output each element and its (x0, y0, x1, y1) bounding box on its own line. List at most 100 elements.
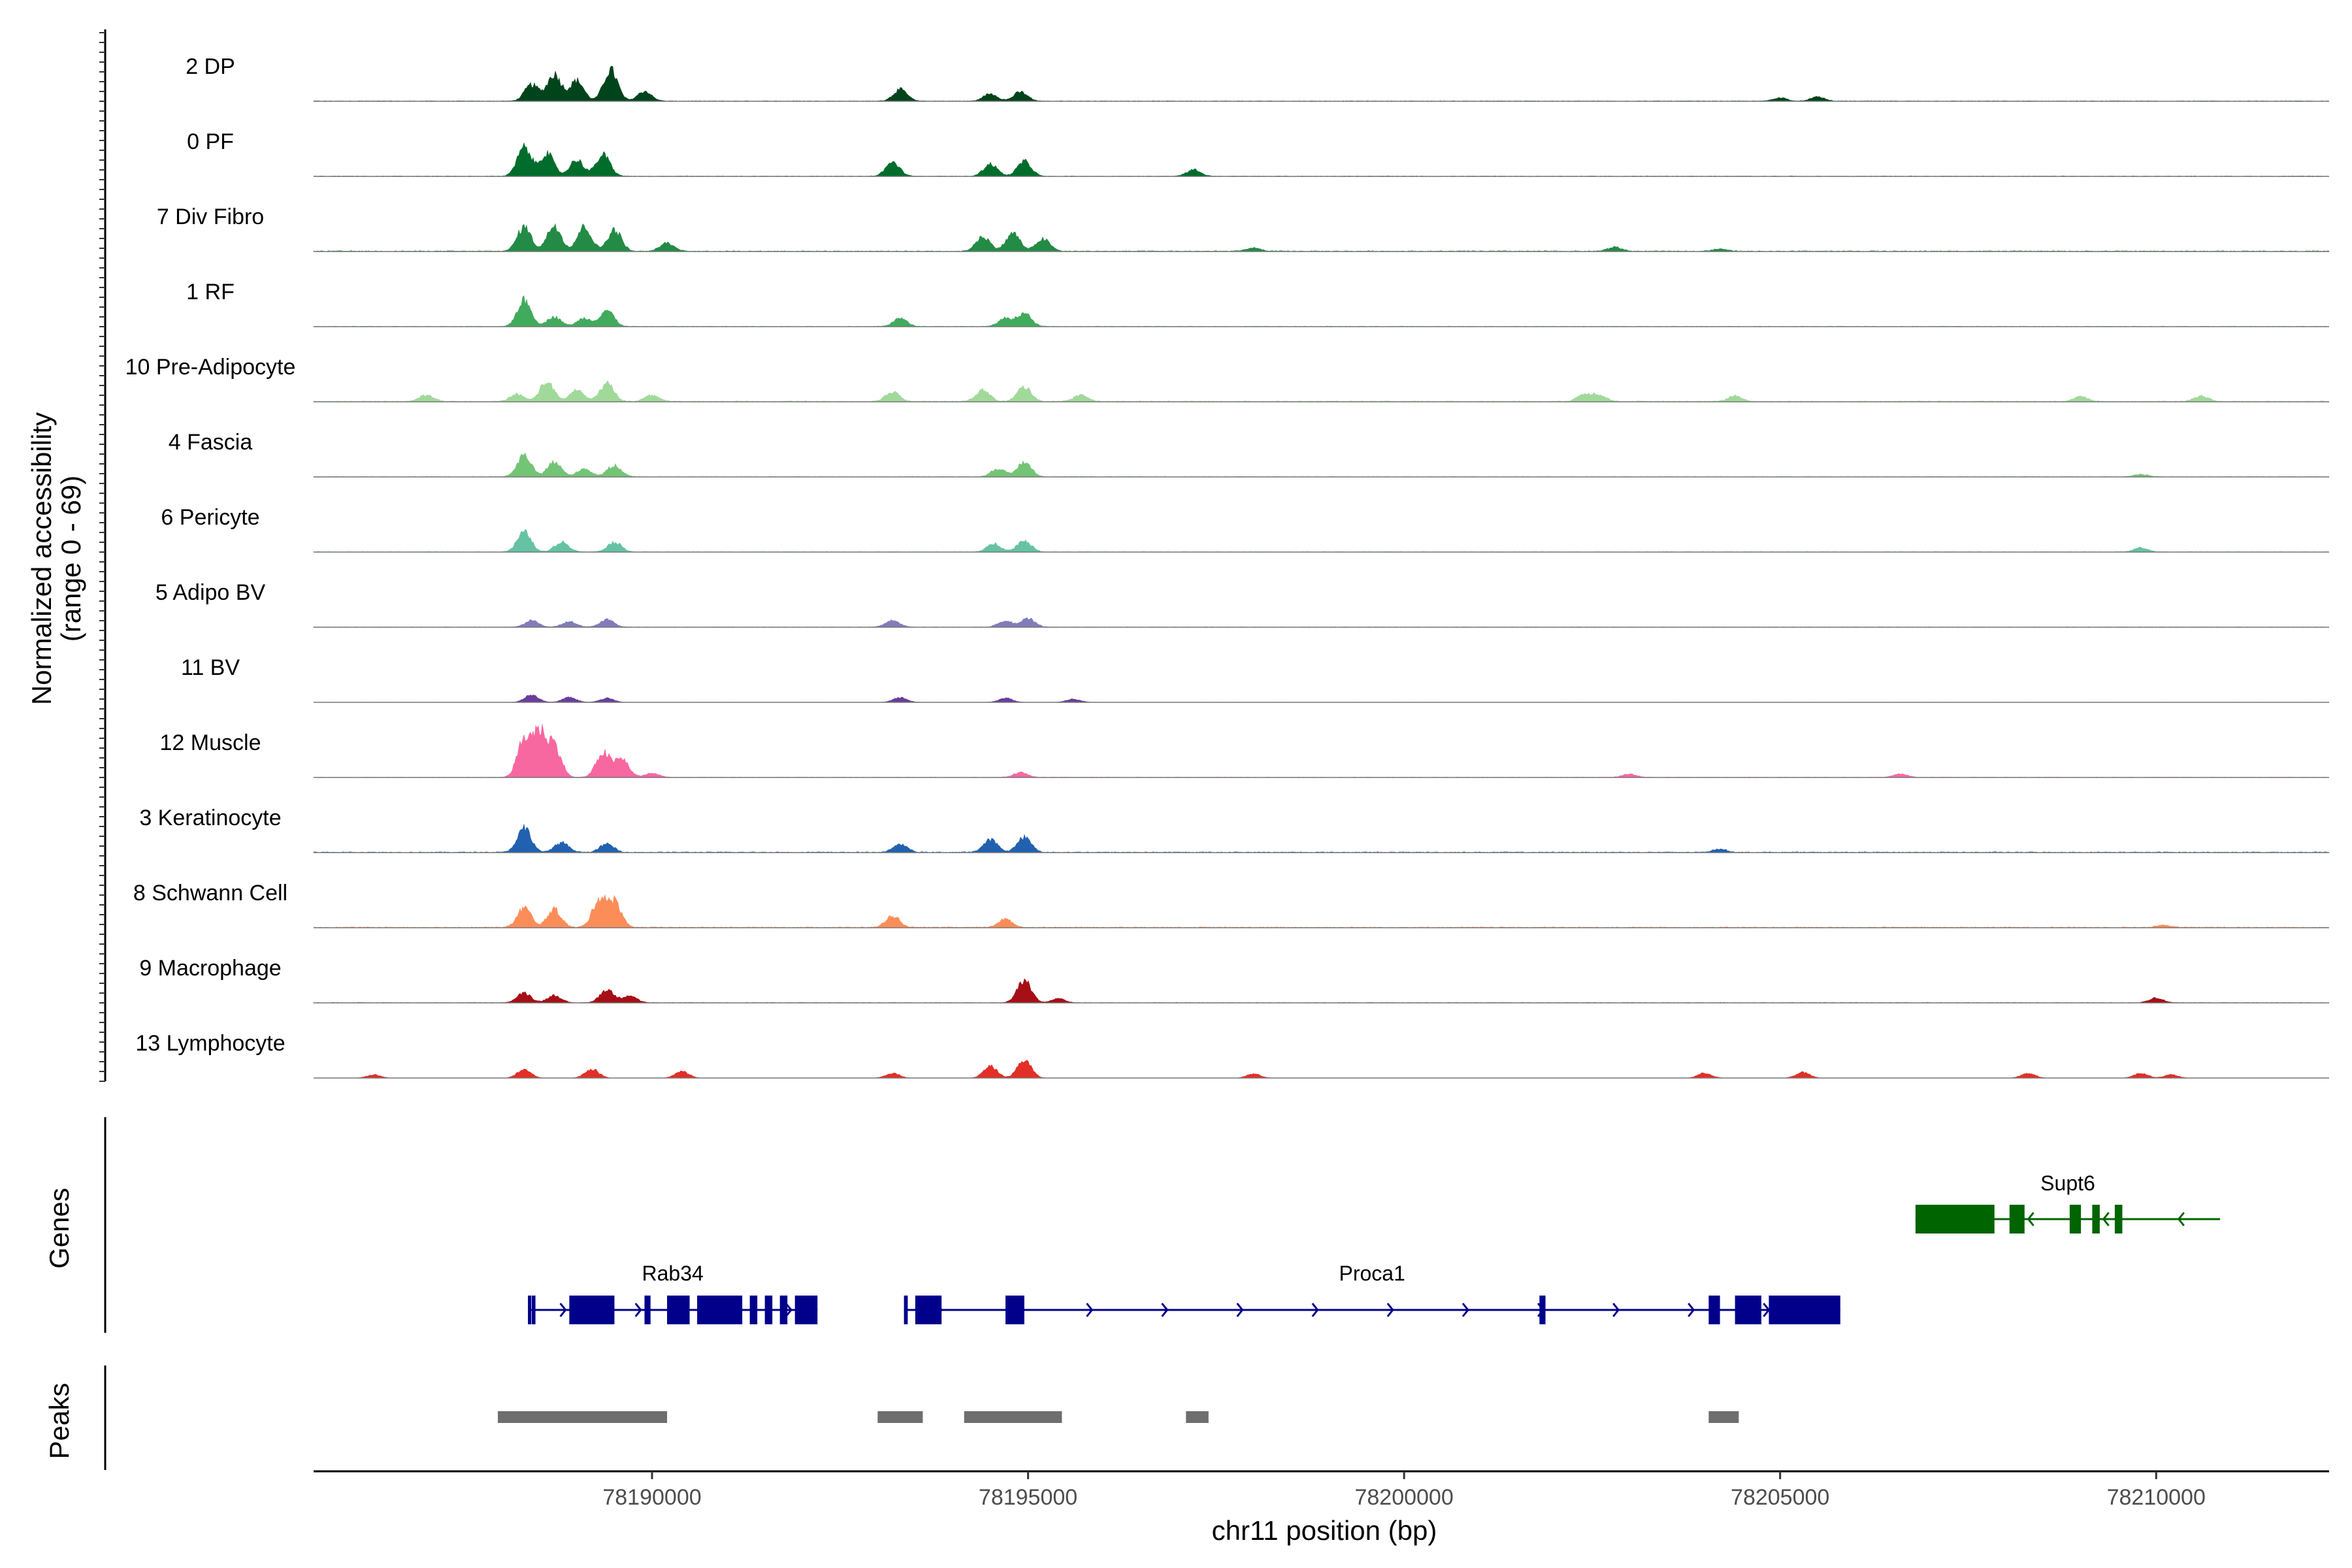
gene-exon (697, 1296, 743, 1324)
strand-arrow (2177, 1212, 2185, 1226)
peak-panel (104, 1365, 1739, 1470)
y-axis-range: (range 0 - 69) (56, 476, 86, 642)
coverage-area (312, 894, 2330, 928)
gene-exon (1735, 1296, 1761, 1324)
coverage-area (313, 380, 2330, 402)
track-label: 11 BV (181, 655, 240, 680)
track-label: 3 Keratinocyte (139, 806, 281, 830)
gene-exon (904, 1296, 908, 1324)
track-14: 13 Lymphocyte (135, 1031, 2329, 1079)
coverage-area (313, 142, 2330, 177)
x-tick-label: 78210000 (2107, 1485, 2206, 1510)
track-7: 6 Pericyte (161, 505, 2330, 553)
peak-region (498, 1411, 668, 1423)
track-label: 9 Macrophage (139, 956, 281, 981)
coverage-area (313, 223, 2330, 252)
gene-exon (1005, 1296, 1024, 1324)
track-12: 8 Schwann Cell (133, 881, 2330, 928)
track-11: 3 Keratinocyte (139, 806, 2330, 853)
gene-rab34: Rab34 (528, 1262, 818, 1324)
strand-arrow (2102, 1212, 2110, 1226)
gene-exon (749, 1296, 758, 1324)
gene-exon (569, 1296, 615, 1324)
track-label: 13 Lymphocyte (135, 1031, 285, 1056)
gene-exon (667, 1296, 690, 1324)
x-axis: 78190000 78195000 78200000 78205000 78210000 (314, 1470, 2329, 1510)
gene-exon (531, 1296, 536, 1324)
gene-exon (528, 1296, 532, 1324)
strand-arrow (1688, 1303, 1695, 1317)
x-tick-label: 78190000 (602, 1485, 701, 1510)
strand-arrow (1236, 1303, 1244, 1317)
gene-supt6: Supt6 (1915, 1171, 2221, 1233)
gene-label: Rab34 (642, 1262, 704, 1285)
gene-proca1: Proca1 (904, 1262, 1840, 1324)
strand-arrow (1612, 1303, 1620, 1317)
track-9: 11 BV (181, 655, 2330, 703)
peak-region (964, 1411, 1062, 1423)
coverage-area (313, 65, 2330, 102)
track-5: 10 Pre-Adipocyte (125, 355, 2330, 402)
gene-exon (2092, 1205, 2100, 1233)
gene-label: Supt6 (2040, 1171, 2095, 1195)
track-label: 6 Pericyte (161, 505, 259, 530)
track-8: 5 Adipo BV (155, 580, 2330, 628)
gene-exon (1769, 1296, 1840, 1324)
strand-arrow (785, 1303, 792, 1317)
strand-arrow (1462, 1303, 1469, 1317)
strand-arrow (1161, 1303, 1169, 1317)
coverage-area (313, 824, 2330, 853)
coverage-area (313, 694, 2330, 703)
gene-exon (1539, 1296, 1546, 1324)
gene-exon (764, 1296, 773, 1324)
genes-panel-label: Genes (44, 1188, 74, 1269)
track-6: 4 Fascia (169, 430, 2330, 478)
coverage-area (314, 1060, 2329, 1079)
track-label: 8 Schwann Cell (133, 881, 287, 906)
gene-exon (1915, 1205, 1995, 1233)
track-label: 5 Adipo BV (155, 580, 266, 605)
gene-exon (1708, 1296, 1720, 1324)
gene-exon (794, 1296, 818, 1324)
y-axis (99, 29, 106, 1082)
peak-region (877, 1411, 923, 1423)
gene-exon (915, 1296, 942, 1324)
x-tick-label: 78200000 (1354, 1485, 1453, 1510)
coverage-area (313, 452, 2330, 478)
peak-region (1708, 1411, 1739, 1423)
coverage-area (313, 724, 2330, 778)
gene-label: Proca1 (1339, 1262, 1405, 1285)
track-label: 0 PF (187, 129, 234, 154)
peaks-panel-label: Peaks (44, 1383, 74, 1460)
gene-exon (644, 1296, 651, 1324)
track-label: 10 Pre-Adipocyte (125, 355, 296, 380)
coverage-area (313, 529, 2330, 553)
gene-exon (779, 1296, 788, 1324)
coverage-area (313, 978, 2330, 1004)
track-label: 12 Muscle (160, 730, 261, 755)
track-3: 7 Div Fibro (157, 204, 2330, 252)
track-label: 2 DP (186, 54, 235, 79)
y-axis-title: Normalized accessibility (26, 412, 57, 705)
track-10: 12 Muscle (160, 724, 2330, 778)
strand-arrow (1086, 1303, 1094, 1317)
x-tick-label: 78205000 (1731, 1485, 1829, 1510)
strand-arrow (1386, 1303, 1394, 1317)
track-4: 1 RF (186, 280, 2330, 327)
strand-arrow (559, 1303, 567, 1317)
strand-arrow (2027, 1212, 2034, 1226)
x-tick-label: 78195000 (979, 1485, 1077, 1510)
coverage-tracks: 2 DP 0 PF 7 Div Fibro 1 RF 10 Pre-Adipocyte 4… (125, 54, 2330, 1079)
strand-arrow (1311, 1303, 1319, 1317)
x-axis-title: chr11 position (bp) (1212, 1515, 1437, 1546)
gene-exon (2009, 1205, 2025, 1233)
coverage-area (313, 617, 2330, 628)
track-2: 0 PF (187, 129, 2330, 177)
track-label: 1 RF (186, 280, 235, 304)
track-label: 4 Fascia (169, 430, 253, 455)
coverage-area (313, 295, 2330, 327)
gene-exon (2069, 1205, 2082, 1233)
track-13: 9 Macrophage (139, 956, 2330, 1004)
gene-exon (2114, 1205, 2123, 1233)
